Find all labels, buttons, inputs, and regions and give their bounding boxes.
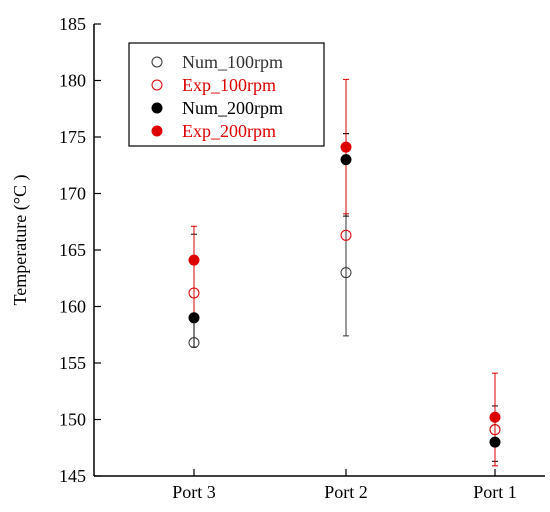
legend-marker [151,79,163,91]
y-tick-label: 180 [59,71,86,91]
y-tick-label: 165 [59,240,86,260]
legend-label: Num_100rpm [182,52,283,72]
x-ticks: Port 3 Port 2 Port 1 [172,469,517,502]
legend-item: Num_100rpm [151,52,283,72]
y-tick-label: 160 [59,297,86,317]
legend-item: Exp_200rpm [151,121,276,141]
y-tick-label: 175 [59,127,86,147]
data-point [188,287,200,299]
y-ticks: 145 150 155 160 165 170 175 180 185 [59,14,101,486]
legend-label: Exp_200rpm [182,121,276,141]
y-tick-label: 155 [59,353,86,373]
data-point [340,141,352,153]
y-axis: 145 150 155 160 165 170 175 180 185 [59,14,101,486]
x-tick-label: Port 2 [324,482,368,502]
data-point [340,154,352,166]
legend-marker [151,102,163,114]
y-tick-label: 185 [59,14,86,34]
data-point [340,229,352,241]
plot-area [188,78,501,467]
x-tick-label: Port 3 [172,482,216,502]
y-tick-label: 145 [59,466,86,486]
error-bar [191,225,197,321]
y-axis-label: Temperature (°C ) [10,175,31,306]
legend-item: Num_200rpm [151,98,283,118]
data-point [188,312,200,324]
legend: Num_100rpm Exp_100rpm Num_200rpm Exp_200rpm [128,42,325,147]
legend-marker [151,56,163,68]
data-point [340,267,352,279]
data-point [489,424,501,436]
y-tick-label: 170 [59,184,86,204]
legend-item: Exp_100rpm [151,75,276,95]
data-point [188,254,200,266]
x-tick-label: Port 1 [473,482,517,502]
data-point [489,436,501,448]
legend-label: Exp_100rpm [182,75,276,95]
x-axis: Port 3 Port 2 Port 1 [94,469,545,502]
y-tick-label: 150 [59,410,86,430]
data-point [489,411,501,423]
data-point [188,337,200,349]
legend-marker [151,125,163,137]
legend-label: Num_200rpm [182,98,283,118]
